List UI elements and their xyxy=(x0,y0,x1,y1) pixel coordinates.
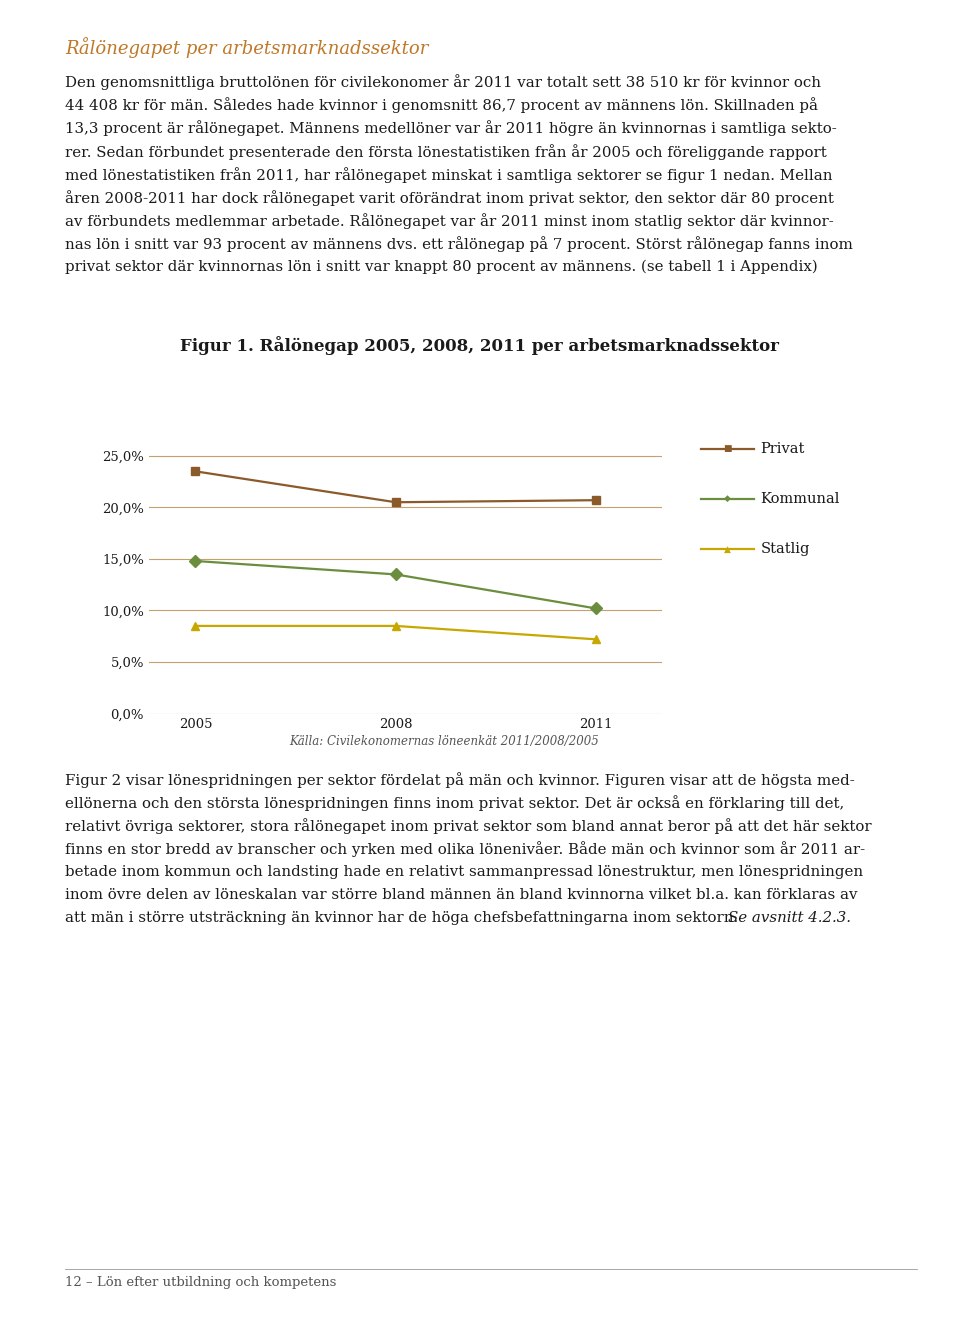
Text: Privat: Privat xyxy=(760,441,804,456)
Text: Figur 2 visar lönespridningen per sektor fördelat på män och kvinnor. Figuren vi: Figur 2 visar lönespridningen per sektor… xyxy=(65,772,855,787)
Text: Den genomsnittliga bruttolönen för civilekonomer år 2011 var totalt sett 38 510 : Den genomsnittliga bruttolönen för civil… xyxy=(65,74,821,90)
Text: finns en stor bredd av branscher och yrken med olika lönenivåer. Både män och kv: finns en stor bredd av branscher och yrk… xyxy=(65,841,865,857)
Text: 13,3 procent är rålönegapet. Männens medellöner var år 2011 högre än kvinnornas : 13,3 procent är rålönegapet. Männens med… xyxy=(65,121,837,136)
Text: ■: ■ xyxy=(723,444,732,453)
Privat xyxy=(590,493,602,509)
Text: betade inom kommun och landsting hade en relativt sammanpressad lönestruktur, me: betade inom kommun och landsting hade en… xyxy=(65,865,863,878)
Text: nas lön i snitt var 93 procent av männens dvs. ett rålönegap på 7 procent. Störs: nas lön i snitt var 93 procent av männen… xyxy=(65,237,853,252)
Text: av förbundets medlemmar arbetade. Rålönegapet var år 2011 minst inom statlig sek: av förbundets medlemmar arbetade. Rålöne… xyxy=(65,213,834,229)
Text: Se avsnitt 4.2.3.: Se avsnitt 4.2.3. xyxy=(728,912,851,925)
Text: rer. Sedan förbundet presenterade den första lönestatistiken från år 2005 och fö: rer. Sedan förbundet presenterade den fö… xyxy=(65,144,827,159)
Line: Kommunal: Kommunal xyxy=(191,556,600,612)
Line: Privat: Privat xyxy=(191,468,600,506)
Text: Figur 1. Rålönegap 2005, 2008, 2011 per arbetsmarknadssektor: Figur 1. Rålönegap 2005, 2008, 2011 per … xyxy=(180,337,780,355)
Text: att män i större utsträckning än kvinnor har de höga chefsbefattningarna inom se: att män i större utsträckning än kvinnor… xyxy=(65,912,743,925)
Statlig xyxy=(390,617,401,633)
Kommunal xyxy=(390,567,401,583)
Kommunal xyxy=(590,600,602,616)
Line: Statlig: Statlig xyxy=(191,621,600,644)
Text: åren 2008-2011 har dock rålönegapet varit oförändrat inom privat sektor, den sek: åren 2008-2011 har dock rålönegapet vari… xyxy=(65,191,834,205)
Text: relativt övriga sektorer, stora rålönegapet inom privat sektor som bland annat b: relativt övriga sektorer, stora rålönega… xyxy=(65,819,872,833)
Text: ◆: ◆ xyxy=(724,494,731,504)
Text: Källa: Civilekonomernas löneenkät 2011/2008/2005: Källa: Civilekonomernas löneenkät 2011/2… xyxy=(289,735,599,747)
Text: med lönestatistiken från 2011, har rålönegapet minskat i samtliga sektorer se fi: med lönestatistiken från 2011, har rålön… xyxy=(65,167,832,183)
Text: Rålönegapet per arbetsmarknadssektor: Rålönegapet per arbetsmarknadssektor xyxy=(65,37,429,58)
Text: inom övre delen av löneskalan var större bland männen än bland kvinnorna vilket : inom övre delen av löneskalan var större… xyxy=(65,888,858,902)
Kommunal xyxy=(190,553,202,568)
Statlig xyxy=(190,617,202,633)
Text: 12 – Lön efter utbildning och kompetens: 12 – Lön efter utbildning och kompetens xyxy=(65,1276,337,1289)
Text: ▲: ▲ xyxy=(724,545,731,554)
Privat xyxy=(190,464,202,480)
Text: Statlig: Statlig xyxy=(760,542,809,556)
Text: 44 408 kr för män. Således hade kvinnor i genomsnitt 86,7 procent av männens lön: 44 408 kr för män. Således hade kvinnor … xyxy=(65,98,818,113)
Statlig xyxy=(590,632,602,648)
Text: ellönerna och den största lönespridningen finns inom privat sektor. Det är också: ellönerna och den största lönespridninge… xyxy=(65,795,845,811)
Text: privat sektor där kvinnornas lön i snitt var knappt 80 procent av männens. (se t: privat sektor där kvinnornas lön i snitt… xyxy=(65,260,818,274)
Text: Kommunal: Kommunal xyxy=(760,492,840,506)
Privat xyxy=(390,494,401,510)
